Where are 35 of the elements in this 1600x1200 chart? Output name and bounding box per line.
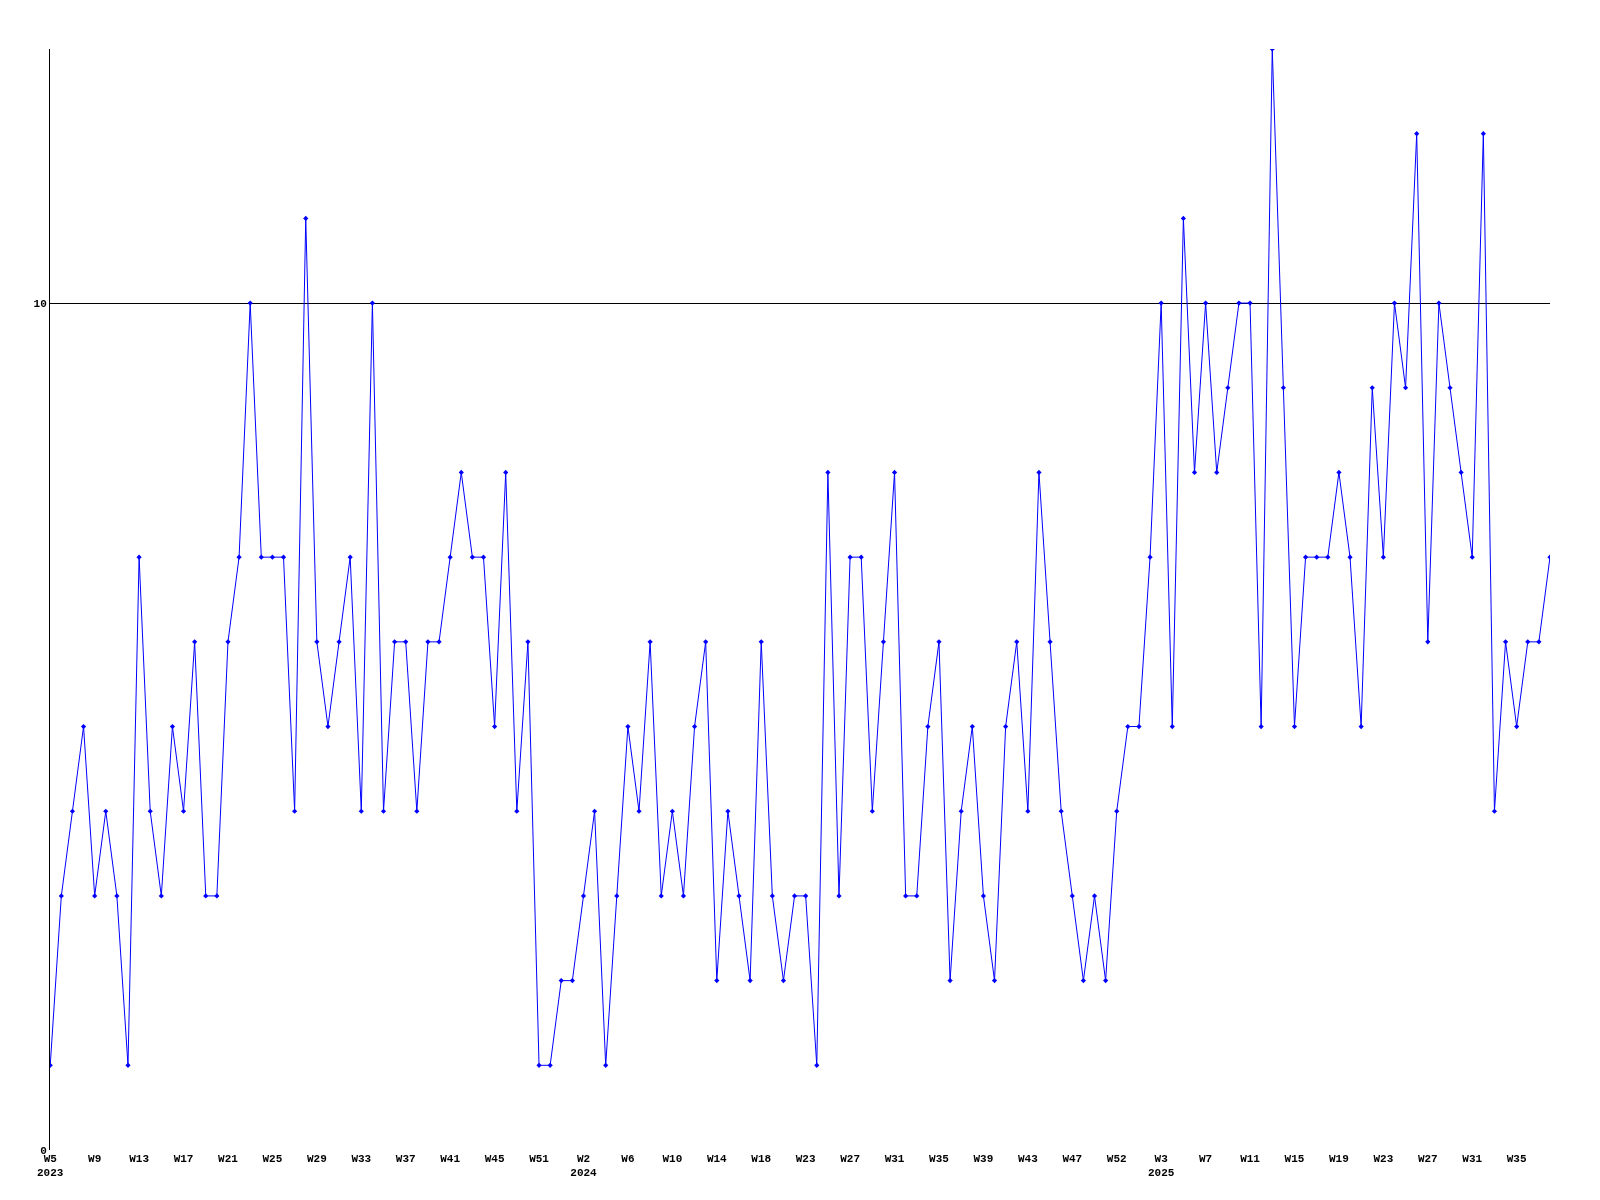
x-tick-label: W31 [884,1153,905,1165]
x-tick-label: W7 [1199,1153,1213,1165]
x-tick-label: W2 2024 [570,1153,598,1180]
x-tick-label: W23 [795,1153,816,1165]
x-tick-label: W5 2023 [37,1153,64,1180]
x-tick-label: W27 [840,1153,861,1165]
x-tick-label: W6 [621,1153,635,1165]
x-tick-label: W14 [706,1153,728,1165]
x-tick-label: W51 [529,1153,550,1165]
x-tick-label: W25 [262,1153,283,1165]
x-tick-label: W27 [1417,1153,1438,1165]
x-tick-label: W35 [929,1153,950,1165]
x-tick-label: W18 [751,1153,772,1165]
x-tick-label: W43 [1017,1153,1039,1165]
x-tick-label: W15 [1284,1153,1305,1165]
x-tick-label: W10 [662,1153,683,1165]
x-tick-label: W3 2025 [1147,1153,1175,1180]
x-tick-label: W9 [88,1153,102,1165]
x-tick-label: W45 [484,1153,505,1165]
x-tick-label: W29 [306,1153,327,1165]
x-tick-label: W23 [1373,1153,1394,1165]
y-tick-label: 10 [33,297,47,310]
x-tick-label: W37 [395,1153,416,1165]
x-tick-label: W13 [129,1153,150,1165]
x-tick-label: W35 [1506,1153,1527,1165]
x-tick-label: W41 [440,1153,461,1165]
x-tick-label: W19 [1329,1153,1349,1165]
x-tick-label: W52 [1106,1153,1127,1165]
x-tick-label: W31 [1462,1153,1483,1165]
x-tick-label: W11 [1240,1153,1261,1165]
x-tick-label: W17 [173,1153,194,1165]
x-tick-label: W39 [973,1153,994,1165]
x-tick-label: W21 [218,1153,239,1165]
x-tick-label: W33 [351,1153,372,1165]
x-tick-label: W47 [1062,1153,1083,1165]
